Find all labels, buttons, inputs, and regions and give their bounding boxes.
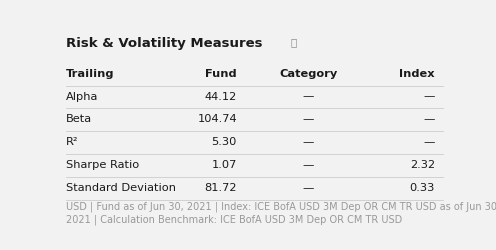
Text: Index: Index	[399, 68, 435, 78]
Text: R²: R²	[66, 137, 78, 146]
Text: —: —	[303, 91, 313, 101]
Text: 81.72: 81.72	[204, 182, 237, 192]
Text: 1.07: 1.07	[211, 159, 237, 169]
Text: —: —	[303, 114, 313, 124]
Text: —: —	[424, 91, 435, 101]
Text: Beta: Beta	[66, 114, 92, 124]
Text: —: —	[424, 137, 435, 146]
Text: 44.12: 44.12	[205, 91, 237, 101]
Text: 104.74: 104.74	[197, 114, 237, 124]
Text: Standard Deviation: Standard Deviation	[66, 182, 176, 192]
Text: ⓘ: ⓘ	[291, 37, 297, 47]
Text: Trailing: Trailing	[66, 68, 115, 78]
Text: 5.30: 5.30	[211, 137, 237, 146]
Text: —: —	[424, 114, 435, 124]
Text: 2.32: 2.32	[410, 159, 435, 169]
Text: —: —	[303, 159, 313, 169]
Text: USD | Fund as of Jun 30, 2021 | Index: ICE BofA USD 3M Dep OR CM TR USD as of Ju: USD | Fund as of Jun 30, 2021 | Index: I…	[66, 200, 496, 211]
Text: Alpha: Alpha	[66, 91, 98, 101]
Text: —: —	[303, 137, 313, 146]
Text: Fund: Fund	[205, 68, 237, 78]
Text: 0.33: 0.33	[410, 182, 435, 192]
Text: 2021 | Calculation Benchmark: ICE BofA USD 3M Dep OR CM TR USD: 2021 | Calculation Benchmark: ICE BofA U…	[66, 214, 402, 224]
Text: —: —	[303, 182, 313, 192]
Text: Risk & Volatility Measures: Risk & Volatility Measures	[66, 37, 262, 50]
Text: Category: Category	[279, 68, 337, 78]
Text: Sharpe Ratio: Sharpe Ratio	[66, 159, 139, 169]
